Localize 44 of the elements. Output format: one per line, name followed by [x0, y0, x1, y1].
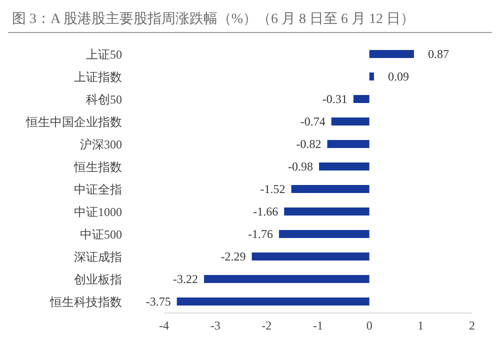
y-tick-label: 恒生中国企业指数: [25, 115, 122, 130]
data-label: 0.87: [428, 47, 449, 62]
x-tick-label: 1: [418, 318, 424, 333]
x-tick-label: -1: [313, 318, 323, 333]
data-label: -0.82: [296, 137, 322, 152]
data-label: -3.75: [146, 294, 171, 309]
y-tick-label: 中证全指: [74, 182, 122, 197]
bar: [331, 118, 370, 126]
bar: [284, 208, 370, 216]
y-tick-label: 科创50: [86, 92, 122, 107]
y-tick-label: 沪深300: [80, 138, 122, 152]
data-label: -2.29: [220, 250, 246, 264]
bar: [369, 50, 414, 58]
y-tick-label: 恒生指数: [73, 160, 122, 174]
y-tick-label: 中证500: [80, 228, 122, 242]
data-label: -1.76: [248, 227, 273, 242]
bar: [353, 95, 370, 103]
x-tick-label: -3: [210, 318, 220, 333]
data-label: -1.66: [253, 204, 278, 219]
y-tick-label: 创业板指: [74, 272, 122, 287]
bar: [278, 230, 370, 238]
data-label: 0.09: [388, 70, 409, 84]
bar: [319, 162, 370, 170]
x-tick-label: -4: [159, 318, 169, 333]
y-tick-label: 深证成指: [74, 250, 122, 264]
y-tick-label: 上证指数: [74, 70, 122, 84]
data-label: -1.52: [260, 182, 286, 196]
data-label: -3.22: [173, 272, 198, 286]
x-tick-label: 2: [469, 318, 475, 333]
data-label: -0.98: [288, 160, 314, 174]
y-tick-label: 中证1000: [74, 205, 122, 220]
data-label: -0.31: [322, 92, 348, 106]
bar: [204, 275, 370, 283]
y-tick-label: 恒生科技指数: [49, 295, 122, 310]
data-label: -0.74: [300, 114, 326, 129]
bar: [291, 185, 370, 193]
bar: [327, 140, 370, 148]
bar: [369, 72, 374, 80]
bar: [252, 252, 370, 260]
y-tick-label: 上证50: [86, 48, 122, 62]
bar: [176, 298, 370, 306]
x-tick-label: 0: [366, 318, 372, 333]
x-tick-label: -2: [262, 318, 272, 333]
chart-title: 图 3：A 股港股主要股指周涨跌幅（%）（6 月 8 日至 6 月 12 日）: [8, 8, 492, 33]
